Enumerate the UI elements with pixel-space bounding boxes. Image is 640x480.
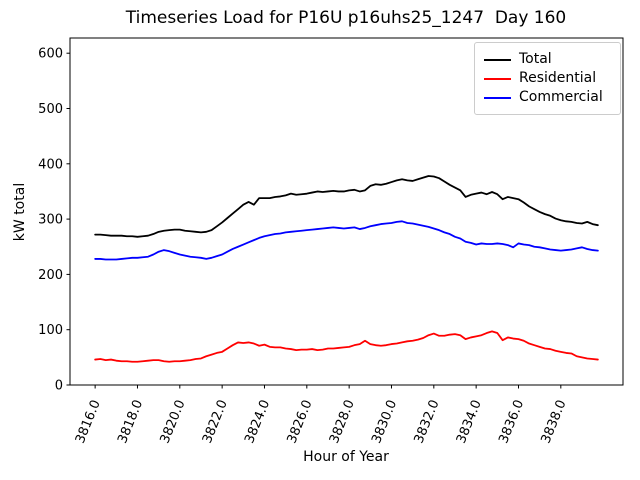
legend-line-total xyxy=(484,58,511,61)
legend-entry-total: Total xyxy=(484,50,612,69)
legend-label-residential: Residential xyxy=(519,70,597,86)
y-axis-ticks: 0 100 200 300 400 500 600 xyxy=(38,47,70,394)
svg-text:3834.0: 3834.0 xyxy=(454,398,485,446)
x-axis-ticks: 3816.0 3818.0 3820.0 3822.0 3824.0 3826.0 3828… xyxy=(73,385,570,446)
svg-text:3836.0: 3836.0 xyxy=(496,398,527,446)
y-axis-label: kW total xyxy=(12,183,28,241)
svg-text:3830.0: 3830.0 xyxy=(369,398,400,446)
legend-line-residential xyxy=(484,77,511,80)
svg-text:3820.0: 3820.0 xyxy=(158,398,189,446)
svg-text:500: 500 xyxy=(38,102,63,117)
x-axis-label: Hour of Year xyxy=(303,449,389,465)
svg-text:3826.0: 3826.0 xyxy=(285,398,316,446)
axes-frame xyxy=(69,37,624,386)
svg-text:3818.0: 3818.0 xyxy=(115,398,146,446)
legend: Total Residential Commercial xyxy=(474,42,621,115)
legend-label-commercial: Commercial xyxy=(519,89,603,105)
legend-label-total: Total xyxy=(519,51,552,67)
svg-text:3838.0: 3838.0 xyxy=(539,398,570,446)
legend-entry-commercial: Commercial xyxy=(484,88,612,107)
svg-text:400: 400 xyxy=(38,157,63,172)
svg-text:300: 300 xyxy=(38,213,63,228)
svg-text:0: 0 xyxy=(55,379,63,394)
svg-text:3816.0: 3816.0 xyxy=(73,398,104,446)
svg-text:3824.0: 3824.0 xyxy=(242,398,273,446)
svg-text:3822.0: 3822.0 xyxy=(200,398,231,446)
chart-title: Timeseries Load for P16U p16uhs25_1247 D… xyxy=(125,8,567,28)
svg-text:100: 100 xyxy=(38,323,63,338)
legend-entry-residential: Residential xyxy=(484,69,612,88)
svg-text:600: 600 xyxy=(38,47,63,62)
legend-line-commercial xyxy=(484,96,511,99)
svg-text:200: 200 xyxy=(38,268,63,283)
svg-text:3828.0: 3828.0 xyxy=(327,398,358,446)
svg-text:3832.0: 3832.0 xyxy=(412,398,443,446)
data-series xyxy=(94,175,599,363)
